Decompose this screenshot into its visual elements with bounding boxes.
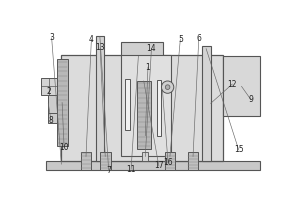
Circle shape (165, 85, 170, 89)
Bar (122, 55, 171, 156)
Text: 6: 6 (196, 34, 201, 43)
Text: 9: 9 (248, 95, 253, 104)
Bar (157, 80, 161, 136)
Text: 16: 16 (163, 158, 173, 167)
Bar (57, 59, 68, 146)
Text: 17: 17 (154, 161, 164, 170)
Bar (41, 78, 57, 95)
Bar (223, 56, 260, 116)
Text: 2: 2 (47, 87, 52, 96)
Text: 1: 1 (146, 63, 150, 72)
Bar (164, 152, 175, 170)
Text: 7: 7 (106, 166, 111, 175)
Text: 3: 3 (49, 33, 54, 42)
Bar (96, 36, 104, 161)
Bar (61, 55, 223, 161)
Bar (48, 113, 57, 123)
Bar (137, 81, 151, 149)
Bar (188, 152, 198, 170)
Text: 4: 4 (89, 35, 94, 44)
Bar (121, 42, 163, 56)
Text: 13: 13 (95, 43, 105, 52)
Text: 5: 5 (178, 35, 183, 44)
Bar (46, 161, 260, 170)
Bar (48, 92, 57, 115)
Bar (142, 152, 148, 161)
Bar (125, 79, 130, 130)
Text: 15: 15 (234, 145, 244, 154)
Text: 8: 8 (49, 116, 53, 125)
Bar (81, 152, 92, 170)
Circle shape (161, 81, 174, 93)
Text: 14: 14 (147, 44, 156, 53)
Text: 11: 11 (126, 165, 136, 174)
Text: 12: 12 (227, 80, 237, 89)
Bar (202, 46, 211, 161)
Bar (100, 152, 111, 170)
Text: 10: 10 (59, 143, 69, 152)
